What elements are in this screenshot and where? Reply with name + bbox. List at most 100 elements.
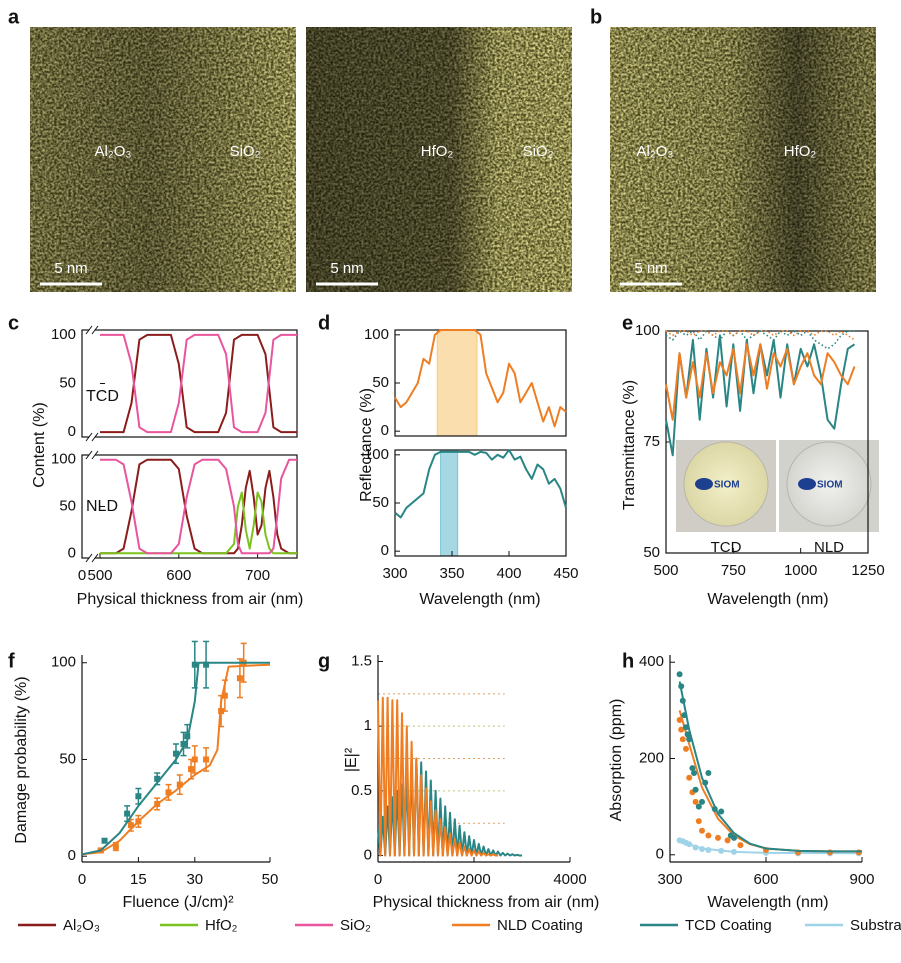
micrograph-label: Al₂O₃ xyxy=(637,143,674,160)
x-tick-label: 0 xyxy=(78,871,86,888)
data-point xyxy=(731,848,737,855)
x-axis-label: Physical thickness from air (nm) xyxy=(373,894,600,911)
y-tick-label: 100 xyxy=(635,322,660,339)
x-tick-label: 4000 xyxy=(553,871,586,888)
y-tick-label: 100 xyxy=(364,326,389,343)
data-point xyxy=(135,793,142,800)
series-line xyxy=(394,449,567,519)
x-tick-label: 600 xyxy=(166,567,191,584)
series-line xyxy=(377,757,522,857)
data-point xyxy=(191,756,198,763)
data-point xyxy=(188,766,195,773)
scale-bar-label: 5 nm xyxy=(330,260,363,277)
y-axis-label: Reflectance (%) xyxy=(358,388,375,502)
data-point xyxy=(203,661,210,668)
micrograph-label: HfO₂ xyxy=(421,143,454,160)
x-tick-label: 750 xyxy=(721,562,746,579)
data-point xyxy=(724,837,731,844)
y-tick-label: 0 xyxy=(68,423,76,440)
y-tick-label: 50 xyxy=(372,374,389,391)
band xyxy=(436,329,478,437)
series-line-dotted xyxy=(665,330,855,350)
y-tick-label: 200 xyxy=(639,749,664,766)
x-tick-label: 350 xyxy=(439,565,464,582)
data-point xyxy=(218,708,225,715)
micrograph-label: HfO₂ xyxy=(784,143,817,160)
data-point xyxy=(127,822,134,829)
y-tick-label: 0 xyxy=(68,847,76,864)
panel-label: a xyxy=(8,6,20,28)
data-point xyxy=(705,769,712,776)
inset-logo: SIOM xyxy=(714,480,740,491)
x-axis-label: Wavelength (nm) xyxy=(707,894,828,911)
panel-label: c xyxy=(8,312,19,334)
plot-frame xyxy=(81,329,298,438)
data-point xyxy=(681,712,688,719)
axis-break xyxy=(91,450,99,460)
x-tick-label: 300 xyxy=(382,565,407,582)
annotation: TCD xyxy=(86,388,119,405)
series-line xyxy=(100,333,297,434)
data-point xyxy=(154,800,161,807)
y-tick-label: 100 xyxy=(364,446,389,463)
y-tick-label: 1 xyxy=(364,717,372,734)
data-point xyxy=(180,740,187,747)
data-point xyxy=(191,661,198,668)
axis-break xyxy=(91,553,99,563)
axis-break xyxy=(85,553,93,563)
data-point xyxy=(679,697,686,704)
x-tick-label: 2000 xyxy=(457,871,490,888)
x-tick-label: 1250 xyxy=(851,562,884,579)
data-point xyxy=(699,846,705,853)
x-axis-label: Fluence (J/cm)² xyxy=(122,894,234,911)
axis-break-gap xyxy=(89,452,95,458)
series-line xyxy=(665,334,856,457)
micrograph-b xyxy=(610,27,876,292)
series-line xyxy=(377,696,498,857)
x-tick-label: 900 xyxy=(849,871,874,888)
x-axis-label: Physical thickness from air (nm) xyxy=(77,591,304,608)
data-point xyxy=(718,847,725,854)
x-tick-label: 450 xyxy=(553,565,578,582)
data-point xyxy=(684,731,691,738)
data-point xyxy=(221,692,228,699)
x-tick-label: 300 xyxy=(657,871,682,888)
x-tick-label: 0 xyxy=(374,871,382,888)
axis-break xyxy=(85,432,93,442)
data-point xyxy=(686,841,693,848)
data-point xyxy=(676,671,683,678)
data-point xyxy=(679,736,686,743)
legend-label: HfO₂ xyxy=(205,917,238,934)
data-point xyxy=(176,781,183,788)
data-point xyxy=(699,798,705,805)
data-point xyxy=(718,808,725,815)
legend-label: SiO₂ xyxy=(340,917,371,934)
data-point xyxy=(101,837,108,844)
y-tick-label: 0 xyxy=(364,847,372,864)
micrograph-a1 xyxy=(30,27,296,292)
micrograph-label: Al₂O₃ xyxy=(95,143,132,160)
panel-label: d xyxy=(318,312,330,334)
data-point xyxy=(692,798,699,805)
inset-label: NLD xyxy=(814,539,844,556)
y-tick-label: 75 xyxy=(643,433,660,450)
x-tick-label: 1000 xyxy=(784,562,817,579)
y-tick-label: 100 xyxy=(51,326,76,343)
micrograph-label: SiO₂ xyxy=(523,143,554,160)
data-point xyxy=(692,786,699,793)
axis-break xyxy=(85,325,93,335)
x-tick-label: 15 xyxy=(130,871,147,888)
panel-label: f xyxy=(8,650,15,672)
inset-photos: SIOM SIOM TCD NLD xyxy=(676,440,879,556)
series-line xyxy=(100,458,297,555)
data-point xyxy=(236,675,243,682)
data-point xyxy=(695,803,702,810)
data-point xyxy=(691,769,697,776)
series-line xyxy=(100,458,297,555)
legend-label: TCD Coating xyxy=(685,917,772,934)
series-line-dotted xyxy=(665,330,855,341)
data-point xyxy=(676,716,683,723)
y-tick-label: 50 xyxy=(59,374,76,391)
data-point xyxy=(173,750,179,757)
x-tick-label: 50 xyxy=(262,871,279,888)
